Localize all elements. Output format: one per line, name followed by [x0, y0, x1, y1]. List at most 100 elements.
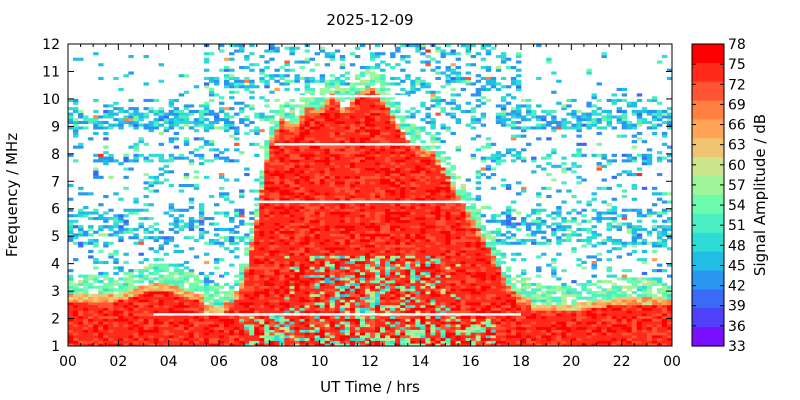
- heat-cell: [254, 332, 260, 336]
- heat-cell: [123, 313, 129, 317]
- heat-cell: [294, 321, 300, 325]
- heat-cell: [400, 299, 406, 303]
- heat-cell: [309, 134, 315, 138]
- heat-cell: [365, 310, 371, 314]
- heat-cell: [299, 140, 305, 144]
- heat-cell: [158, 258, 164, 262]
- heat-cell: [153, 302, 159, 306]
- heat-cell: [375, 214, 381, 218]
- heat-cell: [294, 241, 300, 245]
- heat-cell: [168, 208, 175, 212]
- heat-cell: [103, 324, 109, 328]
- heat-cell: [168, 227, 175, 231]
- heat-cell: [269, 109, 275, 113]
- heat-cell: [153, 222, 159, 226]
- heat-cell: [370, 189, 376, 193]
- heat-cell: [244, 337, 250, 341]
- heat-cell: [390, 203, 396, 207]
- heat-cell: [269, 269, 275, 273]
- heat-cell: [329, 255, 336, 259]
- heat-cell: [395, 184, 401, 188]
- heat-cell: [415, 280, 421, 284]
- heat-cell: [284, 112, 290, 116]
- heat-cell: [123, 280, 129, 284]
- heat-cell: [309, 109, 315, 113]
- heat-cell: [334, 271, 341, 275]
- heat-cell: [299, 184, 305, 188]
- heat-cell: [208, 217, 215, 221]
- heat-cell: [269, 266, 275, 270]
- heat-cell: [385, 321, 391, 325]
- heat-cell: [254, 227, 260, 231]
- heat-cell: [329, 162, 336, 166]
- heat-cell: [143, 156, 149, 160]
- heat-cell: [314, 195, 320, 199]
- heat-cell: [304, 291, 310, 295]
- heat-cell: [324, 225, 331, 229]
- heat-cell: [415, 335, 421, 339]
- heat-cell: [118, 285, 124, 289]
- heat-cell: [239, 109, 245, 113]
- heat-cell: [344, 118, 351, 122]
- heat-cell: [98, 304, 104, 308]
- heat-cell: [359, 299, 366, 303]
- heat-cell: [314, 269, 320, 273]
- heat-cell: [118, 118, 124, 122]
- heat-cell: [239, 326, 245, 330]
- heat-cell: [78, 324, 84, 328]
- heat-cell: [279, 170, 285, 174]
- heat-cell: [354, 112, 361, 116]
- heat-cell: [249, 285, 255, 289]
- heat-cell: [314, 107, 320, 111]
- heat-cell: [324, 184, 331, 188]
- heat-cell: [395, 329, 401, 333]
- heat-cell: [380, 225, 386, 229]
- heat-cell: [229, 134, 235, 138]
- heat-cell: [153, 175, 159, 179]
- heat-cell: [304, 90, 310, 94]
- heat-cell: [410, 326, 416, 330]
- heat-cell: [203, 85, 210, 89]
- heat-cell: [380, 222, 386, 226]
- heat-cell: [294, 140, 300, 144]
- heat-cell: [390, 140, 396, 144]
- heat-cell: [198, 211, 205, 215]
- heat-cell: [334, 49, 341, 53]
- heat-cell: [264, 167, 270, 171]
- heat-cell: [259, 266, 265, 270]
- heat-cell: [198, 288, 205, 292]
- heat-cell: [229, 120, 235, 124]
- heat-cell: [415, 324, 421, 328]
- heat-cell: [329, 321, 336, 325]
- heat-cell: [249, 85, 255, 89]
- heat-cell: [375, 109, 381, 113]
- heat-cell: [385, 115, 391, 119]
- heat-cell: [309, 326, 315, 330]
- heat-cell: [354, 203, 361, 207]
- heat-cell: [319, 87, 326, 91]
- heat-cell: [415, 46, 421, 50]
- heat-cell: [274, 282, 280, 286]
- heat-cell: [359, 296, 366, 300]
- heat-cell: [395, 123, 401, 127]
- heat-cell: [254, 142, 260, 146]
- heat-cell: [178, 332, 185, 336]
- heat-cell: [143, 126, 149, 130]
- heat-cell: [284, 156, 290, 160]
- heat-cell: [344, 217, 351, 221]
- heat-cell: [73, 340, 79, 344]
- heat-cell: [173, 291, 180, 295]
- heat-cell: [143, 123, 149, 127]
- heat-cell: [375, 167, 381, 171]
- heat-cell: [73, 324, 79, 328]
- heat-cell: [198, 293, 205, 297]
- heat-cell: [264, 296, 270, 300]
- heat-cell: [344, 211, 351, 215]
- heat-cell: [349, 280, 356, 284]
- heat-cell: [203, 129, 210, 133]
- heat-cell: [314, 175, 320, 179]
- heat-cell: [304, 189, 310, 193]
- heat-cell: [219, 285, 225, 289]
- heat-cell: [344, 307, 351, 311]
- heat-cell: [370, 178, 376, 182]
